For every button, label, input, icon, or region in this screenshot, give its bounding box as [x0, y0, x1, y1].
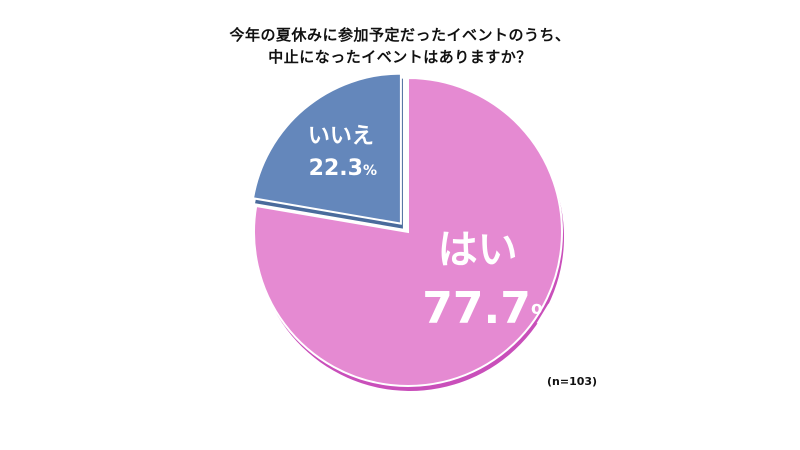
slice-label-1: いいえ: [308, 124, 374, 149]
pie-slice-0: [253, 76, 563, 387]
slice-unit-0: %: [531, 300, 557, 330]
slice-label-0: はい: [438, 227, 518, 273]
chart-title-line-2: 中止になったイベントはありますか？: [268, 48, 532, 66]
pie-slices: [251, 72, 564, 391]
chart-title: 今年の夏休みに参加予定だったイベントのうち、 中止になったイベントはありますか？: [0, 24, 800, 68]
slice-unit-1: %: [363, 163, 377, 179]
pie-slice-1: [251, 72, 402, 225]
sample-size-note: (n=103): [547, 375, 598, 388]
chart-title-line-1: 今年の夏休みに参加予定だったイベントのうち、: [229, 26, 571, 44]
